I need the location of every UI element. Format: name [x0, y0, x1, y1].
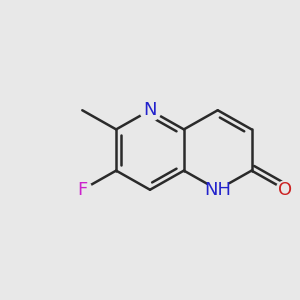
Text: O: O [278, 181, 292, 199]
Text: N: N [143, 101, 157, 119]
Text: NH: NH [204, 181, 231, 199]
Text: F: F [77, 181, 87, 199]
